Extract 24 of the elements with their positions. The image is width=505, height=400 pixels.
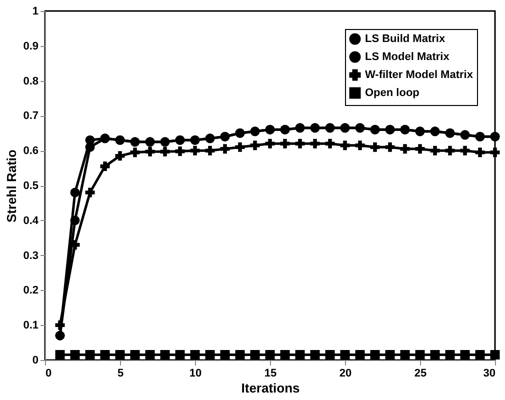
legend-label: LS Build Matrix [365, 33, 446, 45]
x-tick-label: 25 [414, 368, 427, 380]
y-tick-label: 0.2 [23, 284, 38, 297]
x-tick-label: 20 [339, 368, 352, 380]
y-axis-title: Strehl Ratio [4, 149, 20, 222]
x-tick-label: 5 [117, 368, 124, 380]
x-tick-label: 30 [483, 368, 496, 380]
y-tick-label: 0.3 [23, 250, 38, 262]
x-tick-label: 15 [264, 368, 277, 380]
x-tick-label: 10 [189, 368, 202, 380]
y-tick-label: 0.8 [23, 75, 38, 88]
legend-label: W-filter Model Matrix [365, 69, 474, 81]
y-tick-label: 0.5 [23, 180, 38, 192]
y-tick-label: 0.7 [23, 110, 38, 122]
y-tick-label: 1 [32, 6, 38, 18]
y-tick-label: 0 [32, 354, 38, 366]
legend-label: Open loop [365, 87, 420, 99]
y-tick-label: 0.1 [23, 320, 38, 332]
x-axis-title: Iterations [241, 380, 300, 396]
y-tick-label: 0.9 [23, 40, 38, 52]
y-tick-label: 0.4 [23, 214, 40, 227]
y-tick-label: 0.6 [23, 145, 38, 158]
legend-label: LS Model Matrix [365, 51, 450, 63]
x-tick-label: 0 [46, 368, 52, 380]
